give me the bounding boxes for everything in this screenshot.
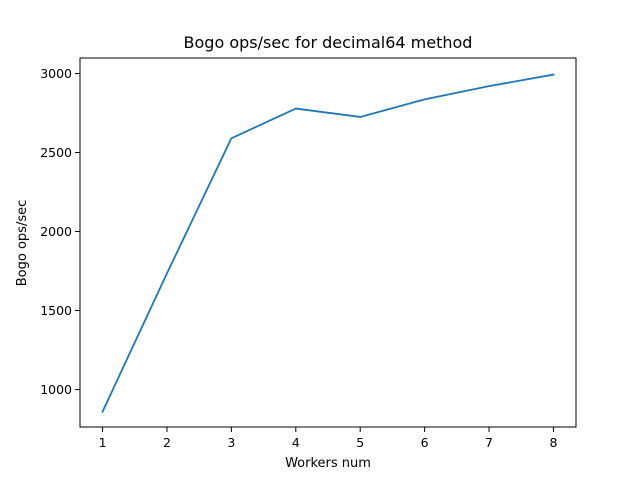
y-tick-label: 2500 [40,145,72,160]
y-axis-label: Bogo ops/sec [15,200,30,287]
x-tick-label: 2 [163,435,171,450]
plot-frame [79,57,577,428]
y-tick-label: 3000 [40,66,72,81]
chart-title: Bogo ops/sec for decimal64 method [184,33,473,52]
y-tick-label: 1500 [40,303,72,318]
x-axis-label: Workers num [285,456,371,471]
x-axis: 1 2 3 4 5 6 7 8 [99,427,557,450]
x-tick-label: 5 [356,435,364,450]
x-tick-label: 8 [549,435,557,450]
series-layer [101,73,555,413]
y-tick-label: 1000 [40,382,72,397]
x-tick-label: 1 [99,435,107,450]
x-tick-label: 6 [421,435,429,450]
series-line [101,73,555,413]
y-tick-label: 2000 [40,224,72,239]
x-tick-label: 4 [292,435,300,450]
plot-area: 1 2 3 4 5 6 7 8 1000 1500 2000 2500 3000 [40,57,577,450]
x-tick-label: 7 [485,435,493,450]
y-axis: 1000 1500 2000 2500 3000 [40,66,80,397]
x-tick-label: 3 [227,435,235,450]
